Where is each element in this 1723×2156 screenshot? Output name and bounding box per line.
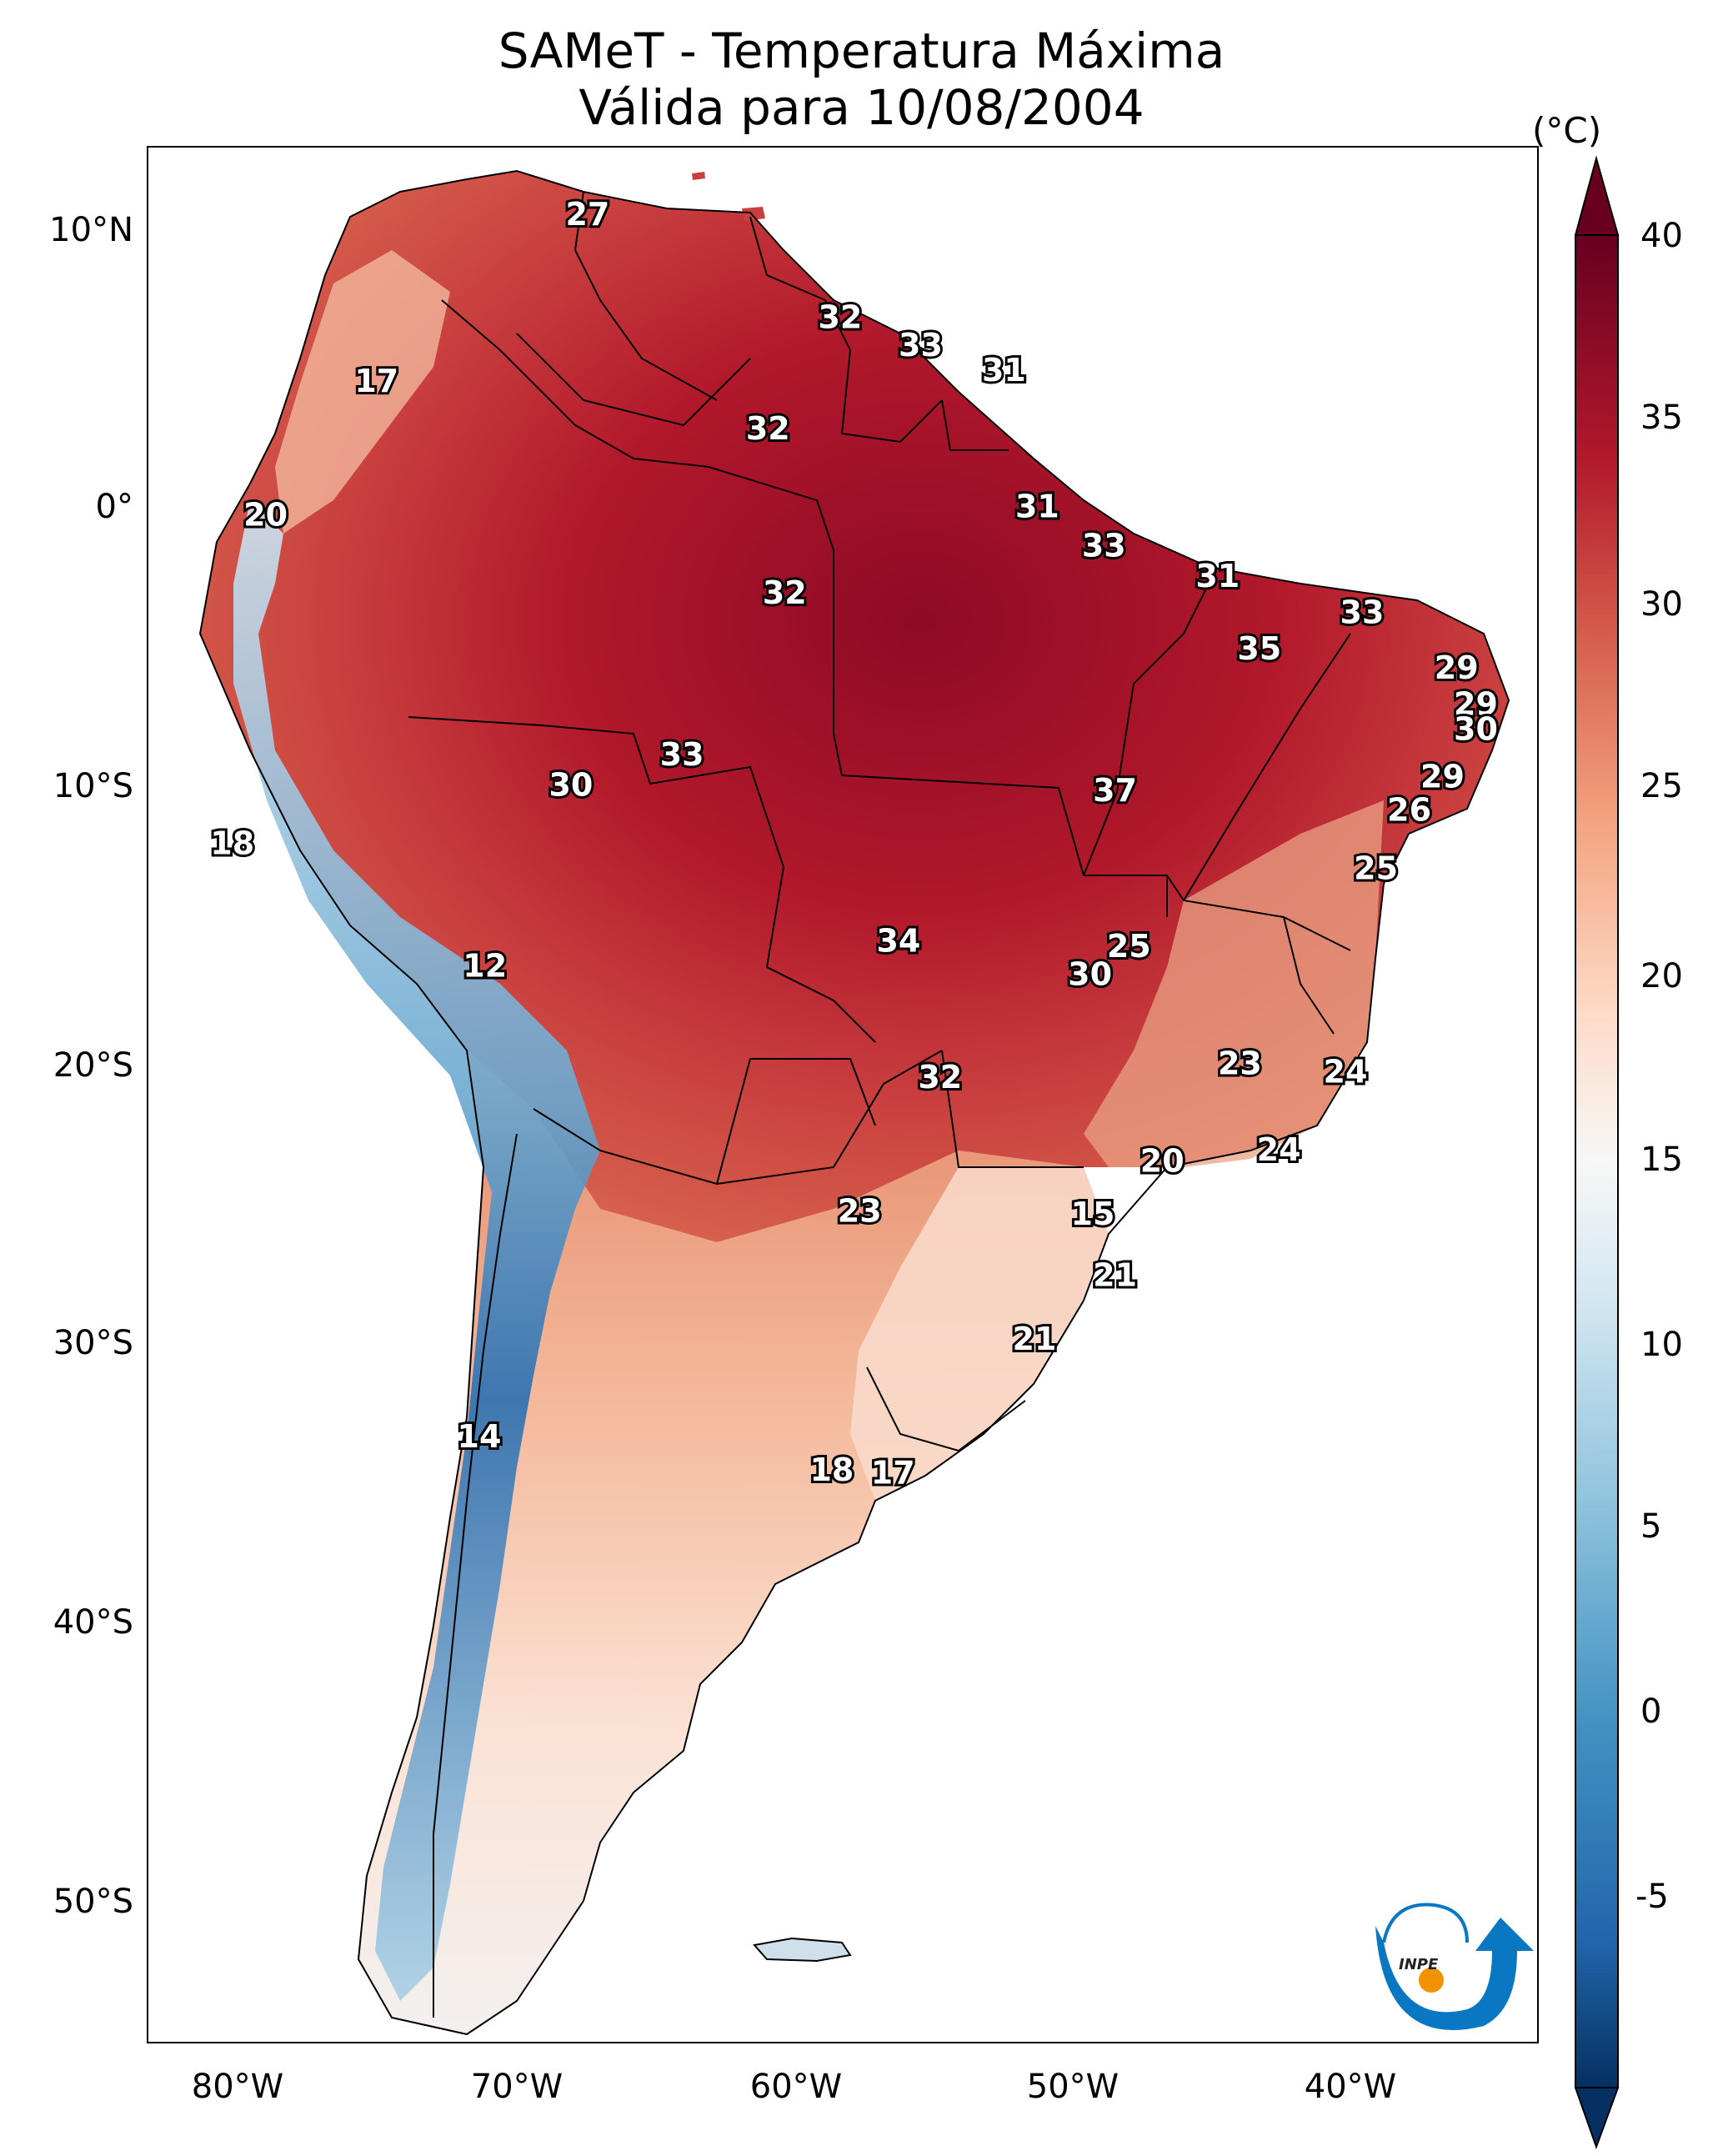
station-label: 30 [548,767,593,804]
colorbar-tick-10: 10 [1640,1326,1683,1364]
station-label: 14 [458,1418,502,1455]
logo-orange-dot [1419,1968,1444,1993]
andes-north [275,250,450,534]
lat-label-0: 0° [95,488,133,526]
station-label: 34 [876,923,920,960]
logo-text: INPE [1399,1956,1439,1973]
station-label: 27 [565,196,609,233]
station-label: 30 [1454,711,1498,748]
south-brazil [850,1167,1109,1501]
lon-label-60w: 60°W [749,2068,843,2106]
andes-band [233,500,600,2001]
colorbar-tick-30: 30 [1640,585,1683,624]
lon-label-70w: 70°W [470,2068,563,2106]
station-label: 29 [1454,686,1498,723]
station-label: 32 [818,298,862,335]
station-label: 32 [763,574,807,611]
station-label: 20 [1140,1142,1185,1179]
station-label: 15 [1071,1196,1115,1232]
inpe-logo: INPE [1375,1903,1534,2030]
station-label: 33 [1340,594,1385,630]
station-label: 32 [918,1059,962,1096]
lon-label-40w: 40°W [1304,2068,1397,2106]
chart-title: SAMeT - Temperatura Máxima [498,23,1225,79]
station-label: 24 [1257,1131,1301,1168]
lat-label-50s: 50°S [53,1883,133,1921]
logo-arc [1382,1903,1469,1943]
station-label: 33 [660,736,704,773]
station-label: 26 [1387,792,1431,829]
colorbar-tick-5: 5 [1640,1507,1662,1546]
station-label: 31 [1195,558,1240,594]
station-label: 29 [1435,649,1479,686]
colorbar-bottom-arrow [1574,2087,1620,2149]
colorbar [1574,155,1620,2149]
station-label: 33 [899,327,943,364]
lat-label-40s: 40°S [53,1603,133,1642]
lat-label-10n: 10°N [49,211,133,249]
country-borders [198,169,1510,2036]
colorbar-tick-15: 15 [1640,1141,1683,1179]
colorbar-unit: (°C) [1532,110,1602,151]
station-label: 31 [982,352,1026,389]
lat-label-20s: 20°S [53,1046,133,1085]
station-label: 17 [354,363,398,399]
temperature-field [200,171,1509,2034]
lat-label-30s: 30°S [53,1324,133,1362]
station-label: 17 [871,1455,915,1492]
colorbar-tick-20: 20 [1640,957,1683,995]
colorbar-tick-25: 25 [1640,767,1683,805]
lat-label-10s: 10°S [53,767,133,805]
station-label: 21 [1093,1256,1137,1293]
highlands-east [1084,800,1384,1167]
station-label: 35 [1237,630,1281,667]
station-label: 18 [210,825,254,862]
station-label: 33 [1082,527,1126,564]
colorbar-tick-0: 0 [1640,1692,1662,1731]
colorbar-tick-minus5: -5 [1635,1878,1669,1916]
station-label: 25 [1107,928,1151,965]
colorbar-tick-40: 40 [1640,217,1683,255]
station-label: 37 [1093,772,1137,809]
station-label: 21 [1013,1321,1057,1357]
logo-swoosh [1375,1918,1534,2030]
station-label: 31 [1015,489,1059,525]
colorbar-body [1575,234,1619,2088]
falkland-islands [753,1937,852,1963]
chart-subtitle: Válida para 10/08/2004 [579,79,1144,136]
plot-frame [147,146,1539,2043]
station-label: 12 [463,948,507,985]
station-label: 24 [1324,1054,1368,1091]
station-label: 20 [243,497,288,534]
station-label: 23 [838,1193,882,1230]
station-label: 23 [1218,1045,1262,1082]
lon-label-80w: 80°W [191,2068,284,2106]
station-label: 25 [1354,850,1398,887]
station-label: 18 [809,1452,854,1488]
colorbar-tick-35: 35 [1640,399,1683,437]
caribbean-islands [692,172,765,221]
station-label: 30 [1068,956,1112,993]
station-label: 32 [746,410,790,447]
colorbar-top-arrow [1574,155,1620,236]
lon-label-50w: 50°W [1026,2068,1119,2106]
station-label: 29 [1420,759,1465,795]
